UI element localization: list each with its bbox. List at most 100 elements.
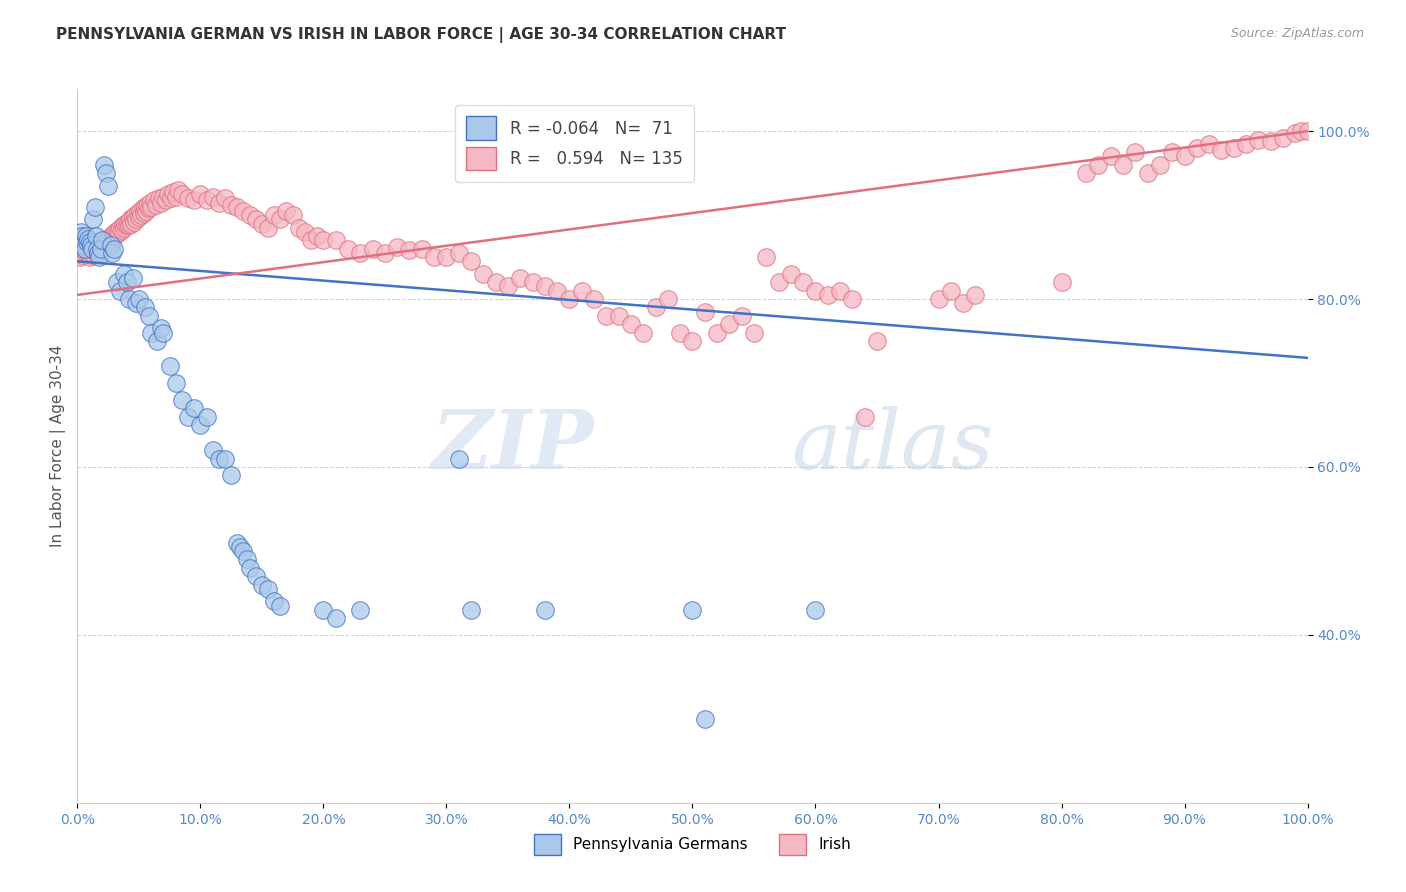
Point [965,288,987,302]
Point [141,200,163,214]
Point [232,203,254,218]
Point [124,208,146,222]
Point [138,309,160,323]
Point [219,198,242,212]
Point [208,195,231,210]
Point [72,237,94,252]
Point [94,233,117,247]
Point [72,244,94,258]
Point [97,232,120,246]
Point [76,235,98,249]
Point [118,292,141,306]
Point [75,246,97,260]
Text: PENNSYLVANIA GERMAN VS IRISH IN LABOR FORCE | AGE 30-34 CORRELATION CHART: PENNSYLVANIA GERMAN VS IRISH IN LABOR FO… [56,27,786,43]
Point [139,195,162,210]
Point [183,193,205,207]
Point [77,246,100,260]
Point [1174,149,1197,163]
Point [84,240,107,254]
Point [312,233,335,247]
Point [67,233,90,247]
Point [70,225,93,239]
Point [385,240,409,254]
Point [93,158,115,172]
Point [349,246,371,260]
Point [90,233,114,247]
Point [509,271,531,285]
Point [374,246,396,260]
Point [121,210,143,224]
Point [633,326,655,340]
Point [70,248,93,262]
Point [121,217,143,231]
Point [780,267,803,281]
Point [682,334,704,348]
Point [105,227,128,241]
Point [69,250,91,264]
Y-axis label: In Labor Force | Age 30-34: In Labor Force | Age 30-34 [51,344,66,548]
Point [669,326,692,340]
Point [718,318,741,332]
Point [755,250,778,264]
Point [121,271,143,285]
Point [325,611,347,625]
Point [423,250,446,264]
Point [127,206,149,220]
Text: atlas: atlas [792,406,993,486]
Point [226,535,249,549]
Point [337,242,360,256]
Point [89,250,111,264]
Point [257,220,280,235]
Point [281,208,304,222]
Point [110,220,132,235]
Point [87,237,110,252]
Point [1099,149,1122,163]
Point [94,166,117,180]
Point [77,232,100,246]
Point [485,275,508,289]
Point [214,451,236,466]
Legend: Pennsylvania Germans, Irish: Pennsylvania Germans, Irish [526,826,859,863]
Point [219,468,242,483]
Point [101,246,124,260]
Point [183,401,205,416]
Point [103,229,125,244]
Point [1211,143,1233,157]
Point [1050,275,1073,289]
Point [82,244,104,258]
Point [939,284,962,298]
Point [706,326,728,340]
Point [98,233,121,247]
Point [90,242,114,256]
Point [101,232,124,246]
Point [150,321,173,335]
Point [1185,141,1208,155]
Point [128,292,150,306]
Point [170,187,193,202]
Point [558,292,581,306]
Point [165,189,187,203]
Point [76,244,98,258]
Point [104,225,127,239]
Point [1112,158,1135,172]
Point [87,246,110,260]
Point [157,187,180,202]
Point [82,212,104,227]
Point [1291,124,1313,138]
Point [131,202,153,216]
Point [75,229,97,244]
Point [90,242,112,256]
Point [177,191,200,205]
Point [657,292,679,306]
Point [496,279,519,293]
Point [84,229,107,244]
Point [1198,136,1220,151]
Point [325,233,347,247]
Point [167,183,190,197]
Point [89,240,111,254]
Point [607,309,630,323]
Point [170,392,193,407]
Point [571,284,593,298]
Point [101,227,124,241]
Point [276,203,298,218]
